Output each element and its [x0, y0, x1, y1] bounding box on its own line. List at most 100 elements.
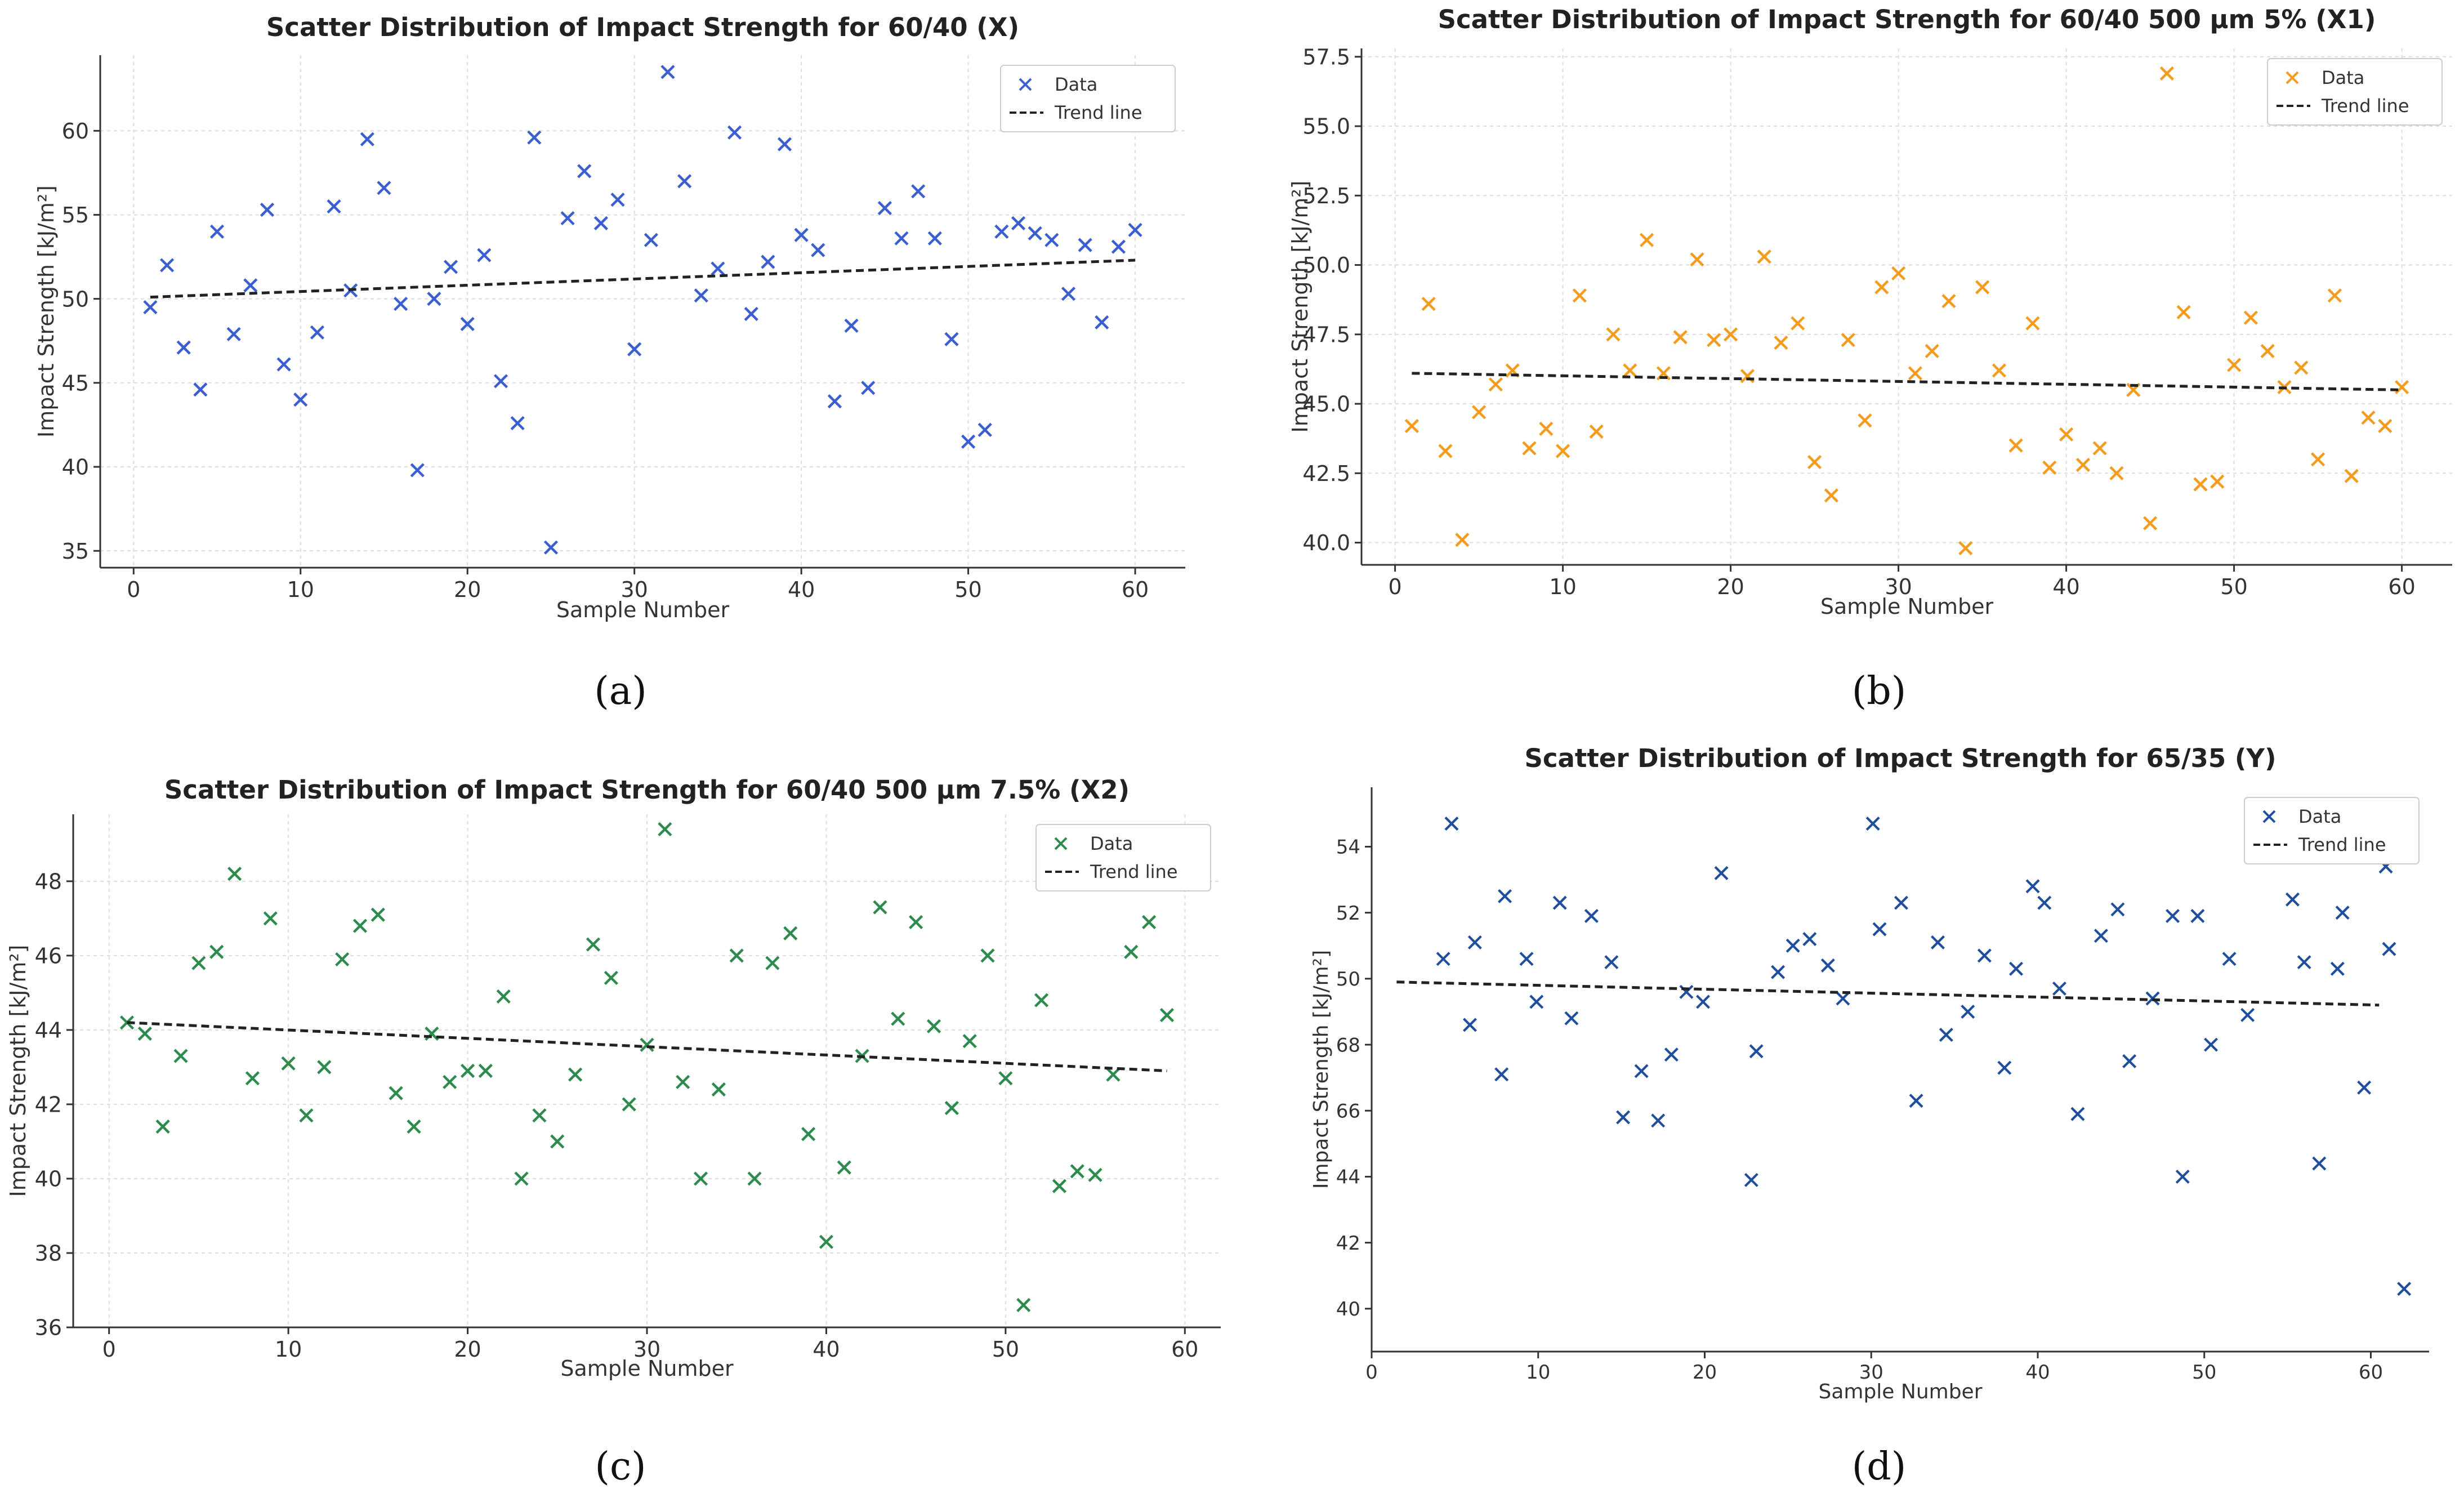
data-point: [191, 956, 206, 970]
legend-label-trend: Trend line: [1054, 102, 1142, 123]
legend-marker: [2286, 71, 2299, 84]
chart-legend: Data Trend line: [2244, 797, 2420, 864]
data-point: [226, 327, 241, 341]
data-point: [1656, 366, 1671, 381]
data-point: [604, 970, 618, 986]
data-point: [783, 926, 798, 940]
x-tick-label: 50: [2192, 1361, 2216, 1384]
data-point: [1673, 330, 1688, 345]
data-point: [2344, 469, 2359, 483]
legend-label-data: Data: [2322, 67, 2364, 88]
x-tick-label: 60: [1122, 577, 1149, 602]
y-axis-label: Impact Strength [kJ/m²]: [34, 185, 59, 438]
data-point: [1640, 233, 1654, 247]
data-point: [2397, 1282, 2412, 1296]
data-point: [1095, 315, 1109, 329]
data-point: [243, 278, 258, 293]
data-point: [2075, 457, 2090, 472]
legend-label-trend: Trend line: [2298, 834, 2386, 855]
data-point: [1771, 965, 1785, 979]
x-tick-label: 20: [1693, 1361, 1717, 1384]
data-point: [1028, 226, 1042, 240]
panel-label: (c): [595, 1444, 646, 1489]
y-tick-label: 55.0: [1302, 114, 1350, 139]
y-axis-label: Impact Strength [kJ/m²]: [1310, 950, 1333, 1189]
legend-label-data: Data: [1055, 74, 1097, 95]
data-point: [389, 1086, 403, 1100]
y-tick-label: 48: [35, 870, 62, 894]
trend-line: [1412, 372, 2402, 391]
data-point: [676, 1075, 690, 1089]
data-point: [209, 224, 225, 239]
data-point: [1463, 1018, 1477, 1032]
data-point: [2378, 418, 2392, 434]
data-point: [1785, 938, 1800, 953]
data-point: [410, 463, 425, 478]
legend-label-trend: Trend line: [1090, 861, 1178, 882]
data-point: [1106, 1067, 1121, 1082]
data-point: [1522, 441, 1537, 456]
x-axis-label: Sample Number: [1820, 594, 1994, 619]
data-point: [1455, 533, 1470, 547]
data-point: [209, 944, 224, 959]
data-point: [861, 381, 876, 395]
data-point: [711, 261, 725, 276]
y-tick-label: 47.5: [1302, 322, 1350, 347]
y-tick-label: 50: [1336, 968, 1360, 991]
data-point: [1584, 909, 1599, 924]
data-point: [1997, 1060, 2012, 1075]
data-point: [2052, 981, 2066, 996]
data-point: [1034, 993, 1049, 1007]
data-point: [1552, 895, 1567, 910]
data-point: [371, 907, 385, 922]
data-point: [1421, 296, 1436, 311]
data-point: [2110, 902, 2125, 917]
data-point: [335, 952, 350, 967]
data-point: [1404, 418, 1419, 434]
data-point: [2093, 929, 2108, 943]
data-point: [2311, 452, 2325, 467]
data-point: [727, 125, 742, 140]
data-point: [2175, 1169, 2190, 1184]
y-tick-label: 40: [62, 455, 89, 480]
data-point: [2294, 360, 2309, 375]
y-tick-label: 38: [35, 1241, 62, 1266]
data-point: [877, 200, 892, 216]
y-tick-label: 54: [1336, 836, 1360, 859]
y-tick-label: 40: [1336, 1298, 1360, 1321]
data-point: [394, 296, 408, 311]
data-point: [1088, 1167, 1102, 1182]
chart-panel-3: 0 10 20 30 40 50 60 36 38 40 42 44 46 48 Scatter Distr…: [6, 775, 1221, 1381]
data-point: [977, 422, 992, 437]
y-tick-label: 42: [1336, 1232, 1360, 1255]
data-point: [1604, 955, 1619, 970]
data-point: [1052, 1179, 1067, 1193]
legend-marker: [1019, 78, 1032, 91]
legend-box: [2267, 58, 2443, 126]
data-point: [293, 393, 308, 407]
data-point: [622, 1097, 636, 1112]
data-point: [173, 1049, 188, 1063]
chart-panel-2: 0 10 20 30 40 50 60 40.0 42.5 45.0 47.5 50.0 52.5 55.…: [1288, 5, 2452, 619]
data-point: [2193, 477, 2208, 492]
data-point: [377, 181, 391, 195]
data-point: [1651, 1113, 1666, 1128]
x-tick-label: 40: [2052, 574, 2079, 599]
data-point: [944, 332, 959, 346]
y-tick-label: 55: [62, 203, 89, 228]
data-point: [2227, 358, 2242, 372]
data-point: [299, 1108, 314, 1123]
data-point: [1539, 421, 1554, 436]
data-point: [811, 243, 825, 257]
data-point: [407, 1119, 421, 1134]
data-point: [911, 184, 926, 199]
data-point: [1498, 889, 1512, 903]
data-point: [909, 915, 923, 930]
data-point: [478, 1063, 493, 1078]
y-tick-label: 42: [35, 1093, 62, 1117]
data-point: [1757, 249, 1771, 264]
data-point: [961, 434, 976, 449]
data-point: [2025, 879, 2040, 894]
x-tick-label: 30: [1885, 574, 1912, 599]
data-point: [550, 1134, 565, 1149]
